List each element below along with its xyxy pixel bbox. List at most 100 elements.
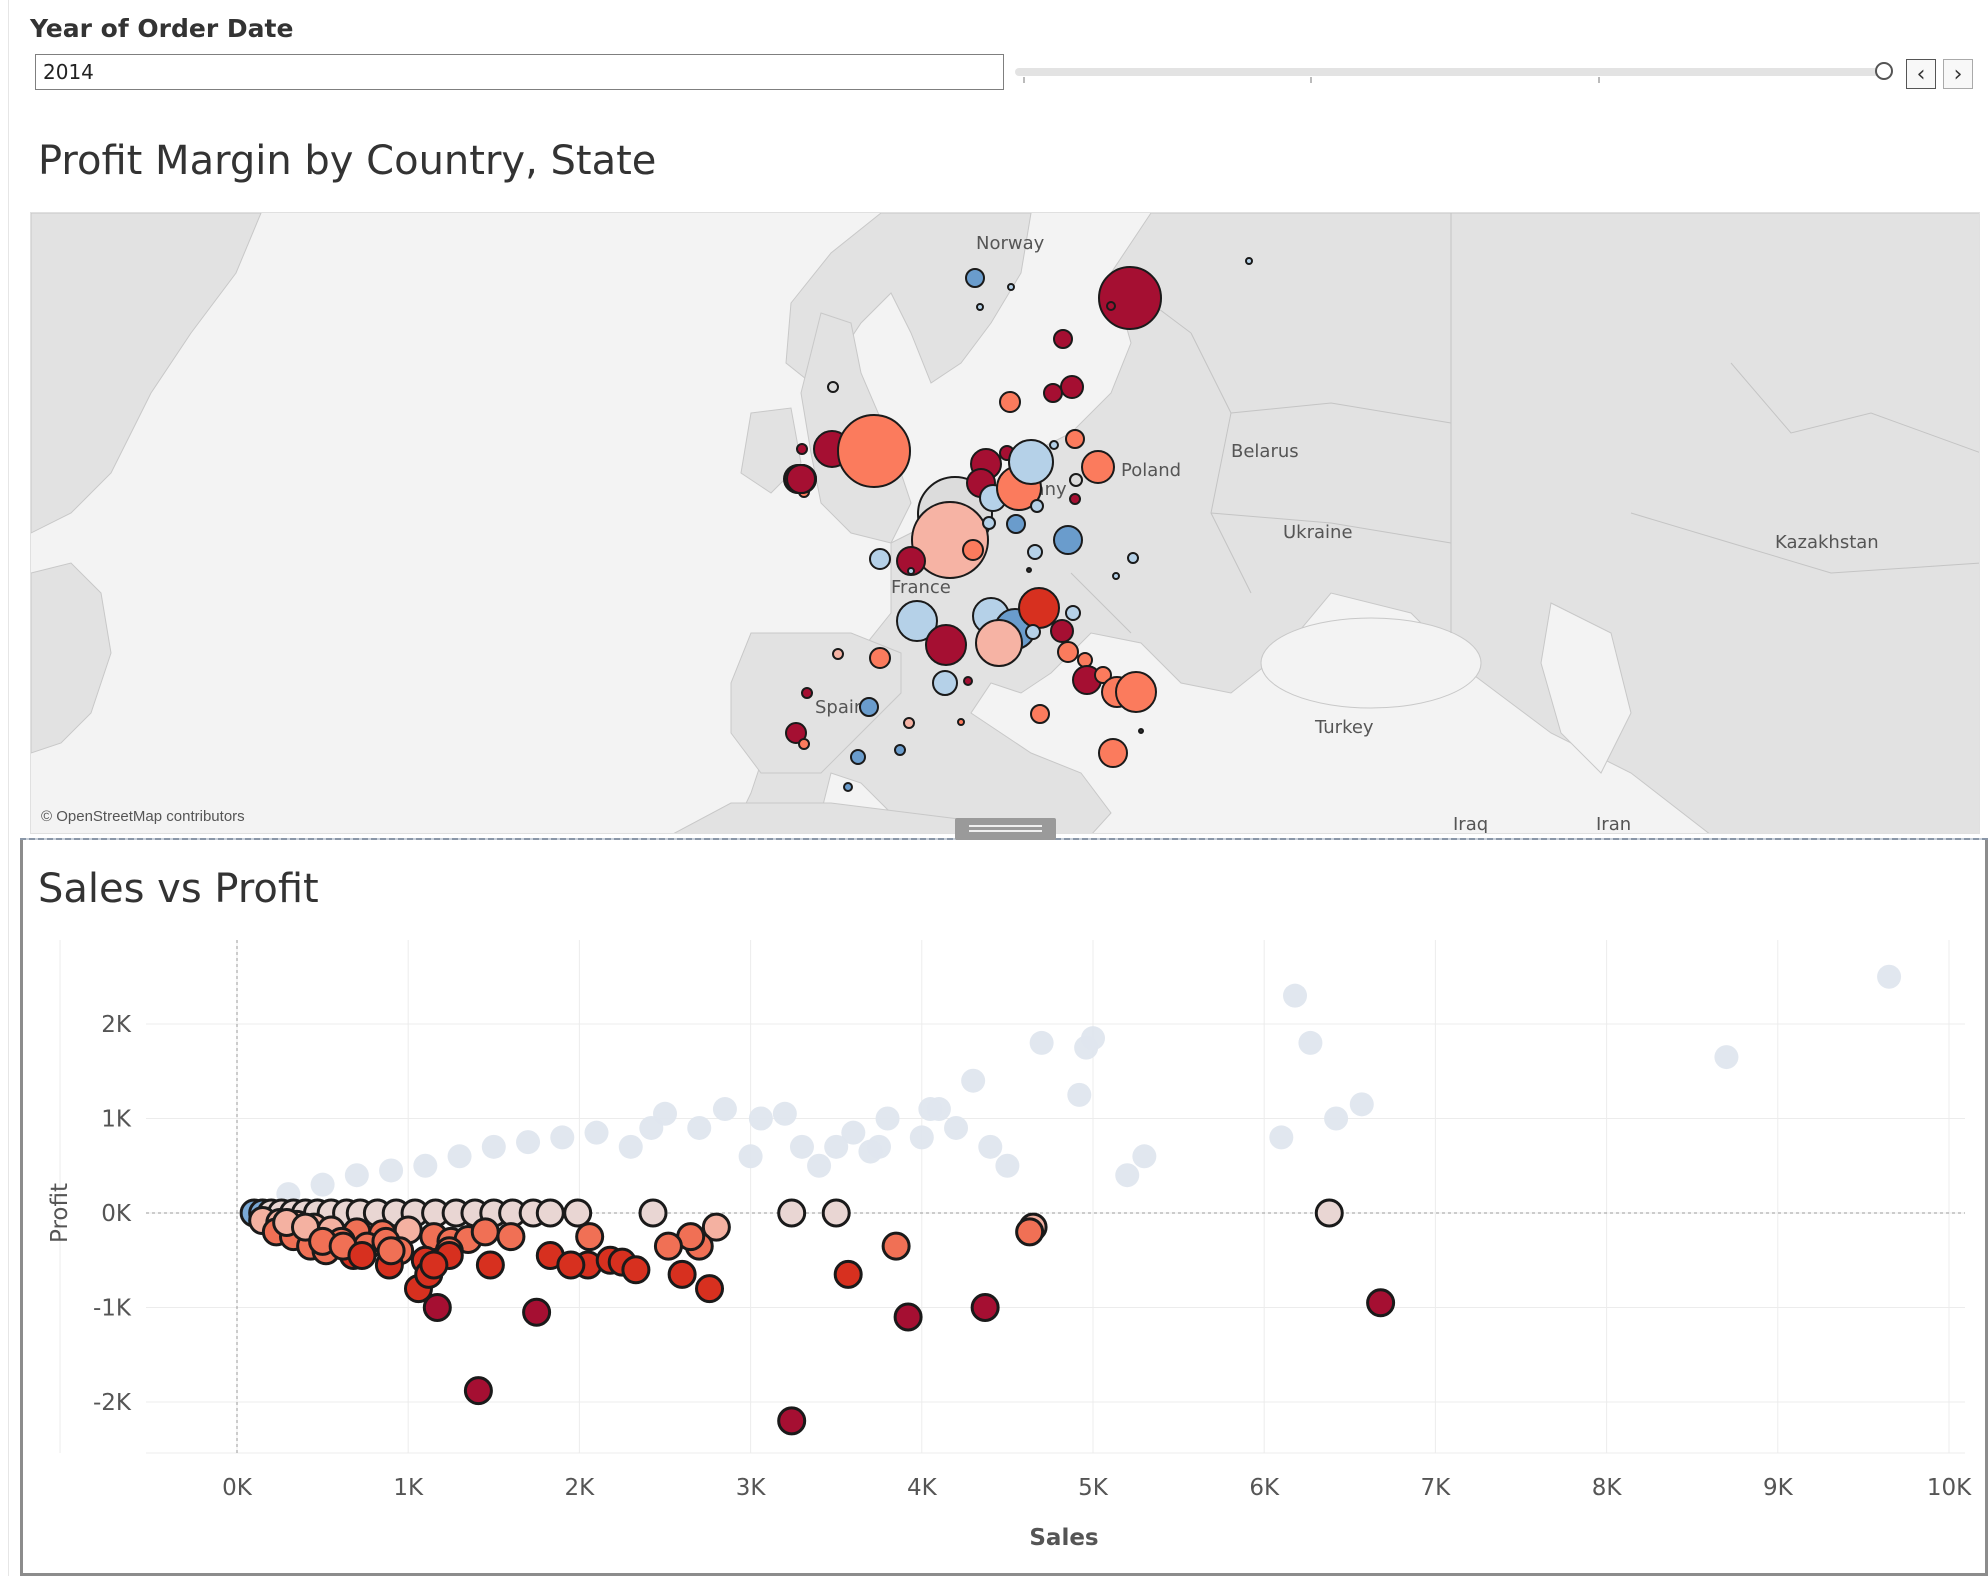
sales-vs-profit-sheet[interactable]: 0K 1K 2K 3K 4K 5K 6K 7K 8K 9K 10K 2K 1K 0K -1K -2K Sales… <box>20 840 1988 1576</box>
scatter-point-faded <box>344 1163 369 1188</box>
map-bubble[interactable] <box>982 516 996 530</box>
scatter-point <box>695 1274 725 1304</box>
label-france: France <box>891 577 951 598</box>
map-bubble[interactable] <box>1030 499 1044 513</box>
map-bubble[interactable] <box>1115 671 1157 713</box>
map-bubble[interactable] <box>785 722 807 744</box>
profit-margin-map[interactable]: Norway Poland Belarus Ukraine Kazakhstan… <box>30 212 1980 834</box>
map-bubble[interactable] <box>869 548 891 570</box>
scatter-point-faded <box>687 1115 712 1140</box>
map-bubble[interactable] <box>976 303 984 311</box>
map-bubble[interactable] <box>957 718 965 726</box>
map-bubble[interactable] <box>903 717 915 729</box>
map-bubble[interactable] <box>999 391 1021 413</box>
map-bubble[interactable] <box>1008 439 1054 485</box>
dashboard-left-edge <box>8 0 9 1576</box>
map-bubble[interactable] <box>1094 666 1112 684</box>
map-bubble[interactable] <box>1060 375 1084 399</box>
year-slider-track[interactable] <box>1015 68 1881 76</box>
scatter-point <box>347 1241 377 1271</box>
map-bubble[interactable] <box>850 749 866 765</box>
map-bubble[interactable] <box>1050 619 1074 643</box>
map-bubble[interactable] <box>907 567 915 575</box>
map-bubble[interactable] <box>1026 567 1032 573</box>
next-year-button[interactable]: › <box>1943 59 1973 89</box>
map-bubble[interactable] <box>827 381 839 393</box>
scatter-canvas[interactable]: 0K 1K 2K 3K 4K 5K 6K 7K 8K 9K 10K 2K 1K 0K -1K -2K Sales… <box>23 840 1985 1573</box>
map-bubble[interactable] <box>1057 641 1079 663</box>
scatter-sheet-title: Sales vs Profit <box>38 866 319 912</box>
map-bubble[interactable] <box>1043 383 1063 403</box>
map-bubble[interactable] <box>1127 552 1139 564</box>
map-bubble[interactable] <box>925 624 967 666</box>
scatter-point <box>667 1259 697 1289</box>
scatter-point-faded <box>944 1115 969 1140</box>
map-bubble[interactable] <box>1053 525 1083 555</box>
scatter-point-faded <box>310 1172 335 1197</box>
map-bubble[interactable] <box>1065 605 1081 621</box>
map-bubble[interactable] <box>965 268 985 288</box>
map-bubble[interactable] <box>1007 283 1015 291</box>
x-tick-label: 7K <box>1421 1475 1452 1501</box>
map-bubble[interactable] <box>859 697 879 717</box>
scatter-point <box>893 1302 923 1332</box>
scatter-point-faded <box>1029 1030 1054 1055</box>
map-bubble[interactable] <box>869 647 891 669</box>
map-bubbles[interactable] <box>783 257 1253 792</box>
scatter-point-faded <box>1283 983 1308 1008</box>
map-bubble[interactable] <box>1245 257 1253 265</box>
map-bubble[interactable] <box>786 464 816 494</box>
map-bubble[interactable] <box>962 539 984 561</box>
x-tick-label: 0K <box>222 1475 253 1501</box>
previous-year-button[interactable]: ‹ <box>1906 59 1936 89</box>
year-slider-handle[interactable] <box>1875 62 1893 80</box>
map-bubble[interactable] <box>896 600 938 642</box>
map-bubble[interactable] <box>801 687 813 699</box>
scatter-point-faded <box>413 1153 438 1178</box>
map-bubble[interactable] <box>1069 493 1081 505</box>
map-bubble[interactable] <box>837 414 911 488</box>
map-bubble[interactable] <box>932 670 958 696</box>
map-bubble[interactable] <box>832 648 844 660</box>
map-bubble[interactable] <box>1077 652 1093 668</box>
map-bubble[interactable] <box>1025 624 1041 640</box>
map-bubble[interactable] <box>1065 429 1085 449</box>
map-land <box>31 213 1979 833</box>
map-bubble[interactable] <box>1098 266 1162 330</box>
splitter-drag-handle[interactable] <box>955 818 1056 840</box>
map-bubble[interactable] <box>1006 514 1026 534</box>
map-bubble[interactable] <box>1069 473 1083 487</box>
map-bubble[interactable] <box>1138 728 1144 734</box>
scatter-point-faded <box>481 1134 506 1159</box>
map-bubble[interactable] <box>1030 704 1050 724</box>
scatter-point-faded <box>584 1120 609 1145</box>
map-bubble[interactable] <box>1081 450 1115 484</box>
scatter-point <box>376 1236 406 1266</box>
scatter-point-faded <box>824 1134 849 1159</box>
year-filter-input[interactable]: 2014 <box>35 54 1004 90</box>
scatter-point-faded <box>789 1134 814 1159</box>
label-iraq: Iraq <box>1453 814 1488 834</box>
black-sea <box>1260 617 1482 709</box>
map-bubble[interactable] <box>1018 587 1060 629</box>
scatter-point <box>821 1198 851 1228</box>
map-bubble[interactable] <box>1112 572 1120 580</box>
map-canvas[interactable]: Norway Poland Belarus Ukraine Kazakhstan… <box>31 213 1980 834</box>
map-bubble[interactable] <box>1027 544 1043 560</box>
map-bubble[interactable] <box>963 676 973 686</box>
map-bubble[interactable] <box>1049 440 1059 450</box>
map-bubble[interactable] <box>894 744 906 756</box>
map-bubble[interactable] <box>975 619 1023 667</box>
label-belarus: Belarus <box>1231 441 1299 462</box>
scatter-point-faded <box>447 1144 472 1169</box>
slider-tick <box>1023 77 1025 83</box>
map-attribution: © OpenStreetMap contributors <box>41 808 245 825</box>
scatter-point-faded <box>748 1106 773 1131</box>
x-tick-label: 5K <box>1078 1475 1109 1501</box>
map-bubble[interactable] <box>843 782 853 792</box>
map-bubble[interactable] <box>798 738 810 750</box>
map-bubble[interactable] <box>1098 738 1128 768</box>
map-bubble[interactable] <box>1106 301 1116 311</box>
map-bubble[interactable] <box>796 443 808 455</box>
map-bubble[interactable] <box>1053 329 1073 349</box>
